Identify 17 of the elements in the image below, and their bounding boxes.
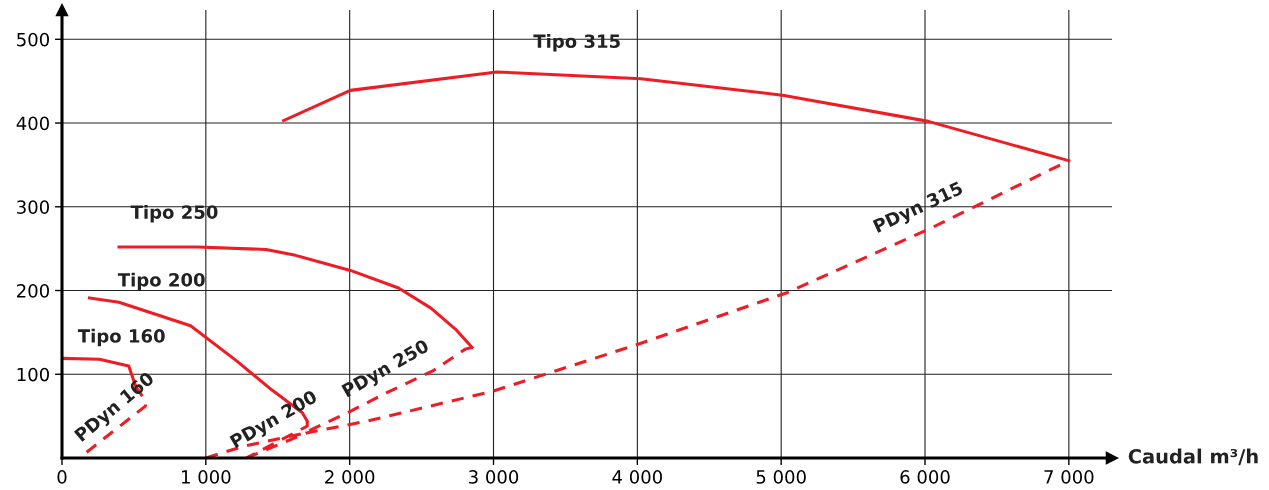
x-tick-label: 5 000 bbox=[756, 470, 806, 484]
series-label: Tipo 160 bbox=[77, 328, 165, 347]
y-tick-label: 200 bbox=[17, 283, 49, 298]
x-tick-label: 7 000 bbox=[1044, 470, 1094, 484]
series-label: Tipo 200 bbox=[117, 272, 205, 291]
x-tick-label: 2 000 bbox=[325, 470, 375, 484]
x-tick-label: 0 bbox=[57, 470, 67, 484]
y-tick-label: 300 bbox=[17, 200, 49, 214]
y-tick-label: 500 bbox=[17, 32, 49, 47]
x-tick-label: 1 000 bbox=[181, 470, 231, 484]
x-tick-label: 4 000 bbox=[612, 470, 662, 484]
y-tick-label: 100 bbox=[17, 367, 49, 382]
x-tick-label: 6 000 bbox=[900, 470, 950, 484]
x-axis-title: Caudal m³/h bbox=[1128, 448, 1258, 466]
text: PDyn 315 bbox=[872, 180, 966, 237]
y-tick-label: 400 bbox=[16, 116, 49, 131]
x-tick-label: 3 000 bbox=[469, 470, 519, 484]
